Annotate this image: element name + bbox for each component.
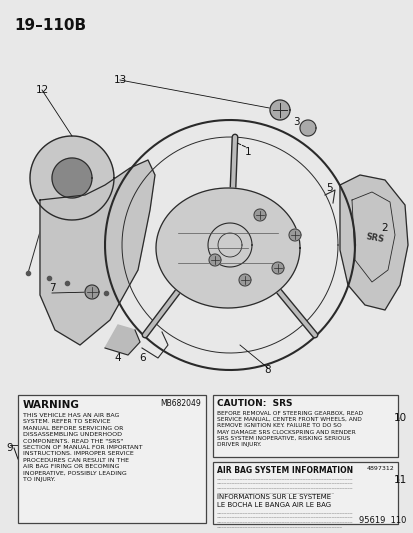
Text: 2: 2 [381, 223, 387, 233]
Text: 4897312: 4897312 [366, 466, 393, 471]
Text: 5: 5 [326, 183, 332, 193]
Polygon shape [105, 325, 140, 355]
Polygon shape [40, 160, 154, 345]
Polygon shape [156, 188, 299, 308]
Text: 10: 10 [392, 413, 406, 423]
Text: CAUTION:  SRS: CAUTION: SRS [216, 399, 292, 408]
Polygon shape [207, 223, 252, 267]
Text: ~~~~~~~~~~~~~~~~~~~~~~~~~~~~~~~~~~~~~~~~~~~~~~~~~~~~
~~~~~~~~~~~~~~~~~~~~~~~~~~~: ~~~~~~~~~~~~~~~~~~~~~~~~~~~~~~~~~~~~~~~~… [216, 512, 353, 530]
Text: BEFORE REMOVAL OF STEERING GEARBOX, READ
SERVICE MANUAL, CENTER FRONT WHEELS, AN: BEFORE REMOVAL OF STEERING GEARBOX, READ… [216, 411, 362, 447]
Text: 19–110B: 19–110B [14, 18, 86, 33]
Text: 6: 6 [139, 353, 146, 363]
Bar [212, 462, 397, 524]
Text: 11: 11 [392, 475, 406, 485]
Text: MB682049: MB682049 [160, 399, 201, 408]
Text: 8: 8 [264, 365, 271, 375]
Text: INFORMATIONS SUR LE SYSTEME: INFORMATIONS SUR LE SYSTEME [216, 494, 330, 500]
Text: 13: 13 [113, 75, 126, 85]
Text: 9: 9 [7, 443, 13, 453]
Polygon shape [271, 262, 283, 274]
Text: 1: 1 [244, 147, 251, 157]
Text: 4: 4 [114, 353, 121, 363]
Text: 7: 7 [49, 283, 55, 293]
Polygon shape [288, 229, 300, 241]
Text: WARNING: WARNING [23, 400, 80, 410]
Text: AIR BAG SYSTEM INFORMATION: AIR BAG SYSTEM INFORMATION [216, 466, 352, 475]
Polygon shape [30, 136, 114, 220]
Polygon shape [269, 100, 289, 120]
Text: 12: 12 [35, 85, 48, 95]
Polygon shape [85, 285, 99, 299]
Polygon shape [209, 254, 221, 266]
Text: SRS: SRS [364, 232, 384, 244]
Bar [212, 395, 397, 457]
Polygon shape [52, 158, 92, 198]
Text: 95619  110: 95619 110 [358, 516, 405, 525]
Polygon shape [238, 274, 250, 286]
Polygon shape [299, 120, 315, 136]
Text: LE BOCHA LE BANGA AIR LE BAG: LE BOCHA LE BANGA AIR LE BAG [216, 502, 330, 508]
Bar [18, 395, 206, 523]
Text: THIS VEHICLE HAS AN AIR BAG
SYSTEM. REFER TO SERVICE
MANUAL BEFORE SERVICING OR
: THIS VEHICLE HAS AN AIR BAG SYSTEM. REFE… [23, 413, 142, 482]
Text: ~~~~~~~~~~~~~~~~~~~~~~~~~~~~~~~~~~~~~~~~~~~~~~~~~~~~
~~~~~~~~~~~~~~~~~~~~~~~~~~~: ~~~~~~~~~~~~~~~~~~~~~~~~~~~~~~~~~~~~~~~~… [216, 478, 353, 496]
Text: 3: 3 [292, 117, 299, 127]
Polygon shape [254, 209, 266, 221]
Polygon shape [339, 175, 407, 310]
